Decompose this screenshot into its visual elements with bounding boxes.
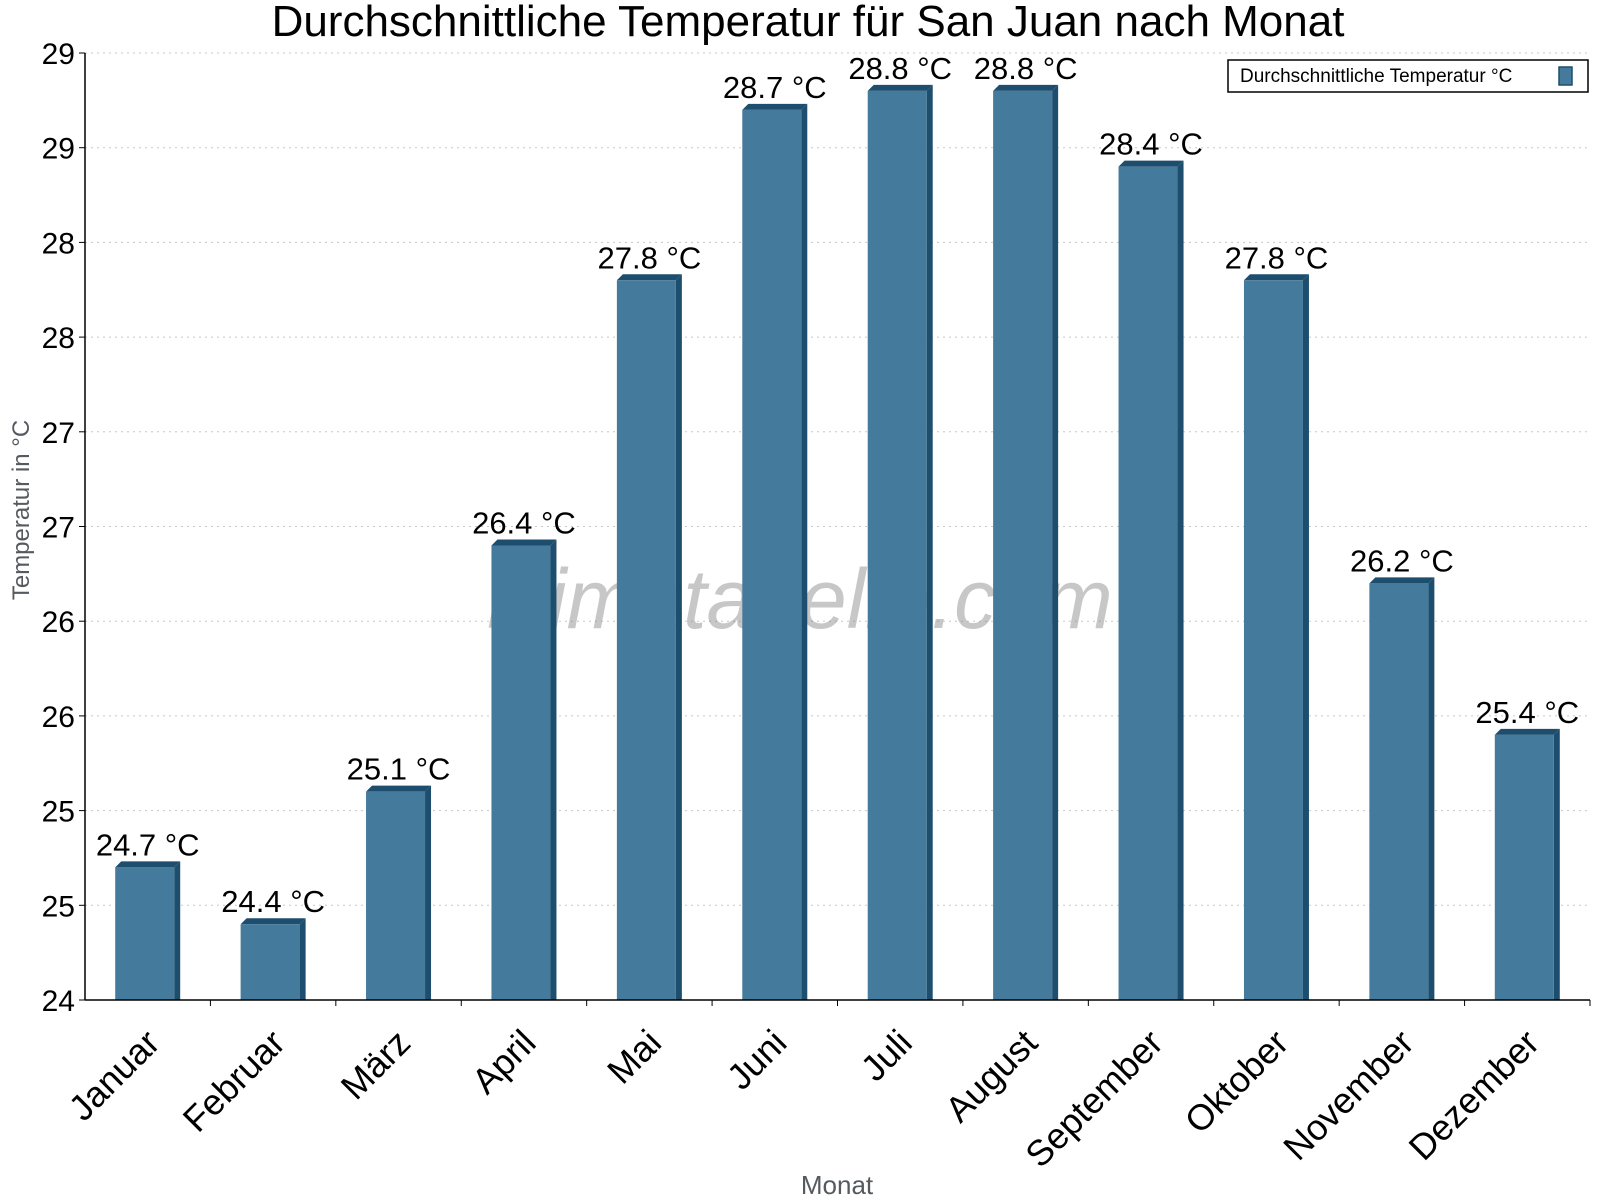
bar-side: [801, 103, 808, 1000]
bar-top: [1243, 274, 1309, 281]
bar-top: [1369, 577, 1435, 584]
bar-top: [240, 918, 306, 925]
bar-side: [299, 918, 306, 1000]
y-tick-label: 25: [42, 890, 75, 923]
bar: [1494, 728, 1560, 1000]
bar-face: [1369, 583, 1429, 1000]
chart-title: Durchschnittliche Temperatur für San Jua…: [272, 0, 1345, 46]
bar-face: [115, 867, 175, 1000]
x-tick-label: November: [1275, 1022, 1421, 1168]
data-label: 24.4 °C: [221, 884, 325, 919]
bar: [1118, 160, 1184, 1000]
data-label: 28.7 °C: [723, 70, 827, 105]
x-axis-ticks: Januar Februar März April Mai Juni Juli AugustS…: [61, 1000, 1591, 1176]
bar: [366, 785, 432, 1000]
bar: [1369, 577, 1435, 1000]
data-label: 28.8 °C: [848, 51, 952, 86]
bar-top: [993, 84, 1059, 91]
legend-label: Durchschnittliche Temperatur °C: [1240, 66, 1512, 87]
data-label: 25.4 °C: [1475, 695, 1579, 730]
bar-face: [491, 545, 551, 1000]
y-tick-label: 29: [42, 38, 75, 71]
bar: [1243, 274, 1309, 1000]
x-tick-label: Juli: [853, 1022, 920, 1089]
bar-top: [616, 274, 682, 281]
bar-face: [616, 280, 676, 1000]
grid-lines: [85, 52, 1590, 906]
bar-top: [742, 103, 808, 110]
x-tick-label: Januar: [61, 1022, 168, 1129]
bar-top: [1494, 728, 1560, 735]
x-tick-label: Februar: [175, 1022, 293, 1140]
bar-top: [115, 861, 181, 868]
x-tick-label: Dezember: [1401, 1022, 1547, 1168]
bar-side: [1177, 160, 1184, 1000]
data-label: 27.8 °C: [598, 240, 702, 275]
data-label: 28.4 °C: [1099, 127, 1203, 162]
bar-face: [1243, 280, 1303, 1000]
y-axis-ticks: 24 25 25 26 26 27 27 28 28 29 29: [42, 38, 85, 1018]
bar: [616, 274, 682, 1000]
legend-swatch: [1558, 66, 1573, 86]
x-tick-label: September: [1017, 1022, 1171, 1176]
bar-top: [491, 539, 557, 546]
x-tick-label: Oktober: [1177, 1022, 1297, 1142]
bar-side: [1553, 728, 1560, 1000]
y-tick-label: 27: [42, 512, 75, 545]
bar: [491, 539, 557, 1000]
bar: [742, 103, 808, 1000]
x-tick-label: April: [464, 1022, 544, 1102]
data-label: 26.4 °C: [472, 505, 576, 540]
bar-face: [240, 924, 300, 1000]
bar-side: [1428, 577, 1435, 1000]
bar-side: [550, 539, 557, 1000]
bar-side: [1052, 84, 1059, 1000]
y-tick-label: 26: [42, 606, 75, 639]
legend: Durchschnittliche Temperatur °C: [1227, 59, 1589, 93]
y-tick-label: 28: [42, 227, 75, 260]
y-tick-label: 25: [42, 796, 75, 829]
x-axis-label: Monat: [801, 1170, 874, 1200]
x-tick-label: Juni: [719, 1022, 795, 1098]
bar-face: [867, 90, 927, 1000]
bar: [240, 918, 306, 1000]
bar: [115, 861, 181, 1000]
y-tick-label: 28: [42, 322, 75, 355]
bar-top: [1118, 160, 1184, 167]
bar-face: [993, 90, 1053, 1000]
bar-face: [1118, 166, 1178, 1000]
bar: [867, 84, 933, 1000]
bar-series: 24.7 °C 24.4 °C 25.1 °C 26.4 °C 27.8 °C 28.7 …: [96, 51, 1579, 1000]
bar-face: [366, 791, 426, 1000]
y-tick-label: 24: [42, 985, 75, 1018]
bar-side: [425, 785, 432, 1000]
bar-side: [675, 274, 682, 1000]
y-tick-label: 29: [42, 133, 75, 166]
bar-side: [926, 84, 933, 1000]
bar-top: [366, 785, 432, 792]
x-tick-label: März: [333, 1022, 419, 1108]
bar-side: [174, 861, 181, 1000]
data-label: 26.2 °C: [1350, 543, 1454, 578]
bar-face: [1494, 734, 1554, 1000]
data-label: 28.8 °C: [974, 51, 1078, 86]
y-axis-label: Temperatur in °C: [8, 420, 35, 600]
data-label: 24.7 °C: [96, 827, 200, 862]
y-tick-label: 26: [42, 701, 75, 734]
bar-side: [1302, 274, 1309, 1000]
bar-top: [867, 84, 933, 91]
x-tick-label: August: [937, 1022, 1045, 1130]
legend-box: [1227, 59, 1589, 93]
bar-face: [742, 109, 802, 1000]
data-label: 25.1 °C: [347, 752, 451, 787]
bar: [993, 84, 1059, 1000]
data-label: 27.8 °C: [1225, 240, 1329, 275]
x-tick-label: Mai: [599, 1022, 669, 1092]
y-tick-label: 27: [42, 417, 75, 450]
